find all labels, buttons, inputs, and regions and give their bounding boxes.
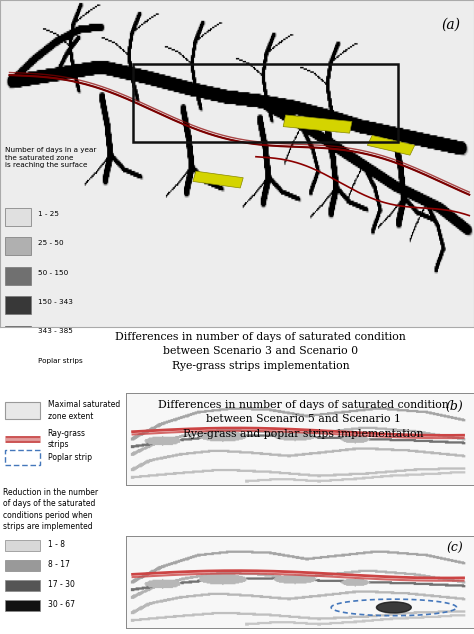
Bar (133, 63, 398, 142)
Text: Differences in number of days of saturated condition
between Scenario 5 and Scen: Differences in number of days of saturat… (158, 400, 449, 439)
Text: (b): (b) (446, 399, 464, 413)
Bar (5, 600, 40, 611)
Bar (5, 237, 31, 256)
Bar (5, 296, 31, 314)
Text: Poplar strip: Poplar strip (48, 453, 92, 462)
Polygon shape (367, 136, 415, 155)
Polygon shape (283, 115, 352, 133)
Text: Ray-grass
strips: Ray-grass strips (48, 429, 86, 449)
Text: Reduction in the number
of days of the saturated
conditions period when
strips a: Reduction in the number of days of the s… (2, 488, 98, 531)
Text: 1 - 8: 1 - 8 (48, 540, 65, 550)
Text: 17 - 30: 17 - 30 (48, 580, 74, 590)
Text: 25 - 50: 25 - 50 (38, 240, 64, 246)
Bar (5, 325, 31, 344)
Text: Differences in number of days of saturated condition
between Scenario 3 and Scen: Differences in number of days of saturat… (115, 332, 406, 371)
Text: Number of days in a year
the saturated zone
is reaching the surface: Number of days in a year the saturated z… (5, 147, 96, 169)
Bar (5, 579, 40, 592)
Bar (5, 208, 31, 226)
Text: 30 - 67: 30 - 67 (48, 600, 75, 609)
Bar (5, 540, 40, 552)
Ellipse shape (376, 602, 411, 613)
Polygon shape (193, 171, 243, 188)
Text: 150 - 343: 150 - 343 (38, 299, 73, 305)
Text: 1 - 25: 1 - 25 (38, 211, 59, 217)
Text: Maximal saturated
zone extent: Maximal saturated zone extent (48, 401, 120, 420)
Bar (5, 267, 31, 285)
Text: 8 - 17: 8 - 17 (48, 560, 70, 569)
Text: (c): (c) (447, 542, 464, 555)
Text: 50 - 150: 50 - 150 (38, 269, 68, 276)
Bar (5, 560, 40, 571)
Text: Poplar strips: Poplar strips (38, 358, 82, 364)
Text: 343 - 385: 343 - 385 (38, 328, 73, 334)
Text: (a): (a) (442, 18, 461, 32)
Bar (5, 355, 31, 373)
